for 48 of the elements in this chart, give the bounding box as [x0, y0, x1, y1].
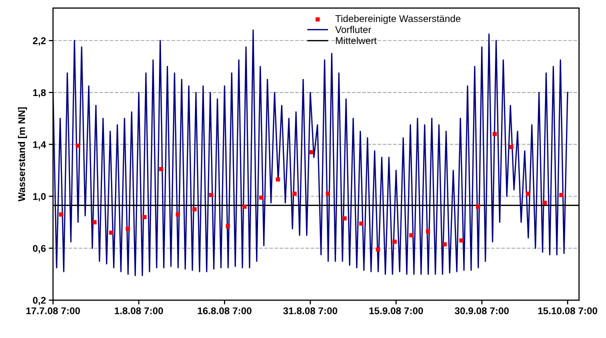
point: [459, 238, 464, 243]
point: [159, 166, 164, 172]
point: [142, 214, 147, 220]
point: [359, 221, 364, 226]
point: [176, 212, 180, 217]
y-tick-label: 0,2: [32, 296, 46, 306]
point: [476, 204, 480, 209]
point: [392, 240, 397, 244]
point: [376, 247, 380, 252]
x-tick-label: 17.7.08 7:00: [26, 307, 80, 314]
x-tick-label: 30.9.08 7:00: [454, 307, 509, 314]
point: [109, 230, 114, 235]
point: [526, 192, 530, 196]
y-tick-label: 2,2: [32, 37, 46, 46]
point: [292, 192, 297, 196]
point: [492, 132, 497, 136]
y-tick-label: 1,4: [33, 141, 46, 150]
point: [259, 196, 264, 200]
legend-label: Tidebereinigte Wasserstände: [335, 14, 460, 24]
y-tick-label: 1,8: [33, 89, 46, 98]
point: [559, 192, 564, 198]
y-tick-label: 1,0: [33, 193, 46, 202]
point: [326, 192, 330, 196]
point: [542, 200, 547, 205]
point: [209, 192, 214, 198]
point: [276, 177, 280, 182]
point: [192, 207, 197, 212]
x-tick-label: 15.10.08 7:00: [538, 307, 598, 314]
y-axis-title: Wasserstand [m NN]: [18, 107, 28, 202]
point: [226, 224, 230, 228]
x-tick-label: 1.8.08 7:00: [114, 307, 163, 314]
x-tick-label: 31.8.08 7:00: [283, 307, 338, 314]
point: [59, 212, 64, 217]
y-tick-label: 0,6: [32, 244, 46, 254]
legend-label: Mittelwert: [336, 36, 377, 44]
point: [242, 204, 247, 209]
point: [409, 233, 414, 238]
point: [76, 144, 80, 148]
point: [442, 242, 447, 246]
point: [309, 150, 314, 154]
legend-label: Vorfluter: [335, 26, 372, 34]
point: [92, 220, 97, 224]
x-tick-label: 15.9.08 7:00: [369, 307, 423, 314]
point: [342, 216, 347, 220]
point: [126, 226, 130, 231]
point: [509, 144, 514, 150]
x-tick-label: 16.8.08 7:00: [198, 307, 252, 314]
point: [426, 229, 430, 234]
